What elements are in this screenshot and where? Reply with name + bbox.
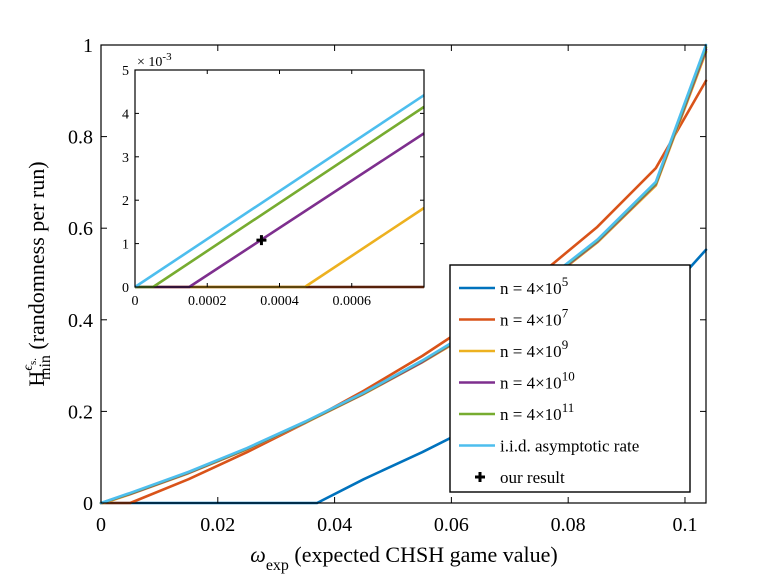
legend-entry-our-result: our result bbox=[475, 468, 565, 487]
main-y-tick-label: 1 bbox=[83, 35, 93, 57]
inset-x-tick-label: 0.0002 bbox=[188, 294, 227, 309]
y-axis-label: Hϵs.min (randomness per run) bbox=[21, 161, 54, 386]
inset-plot-frame bbox=[134, 69, 425, 288]
inset-y-tick-label: 4 bbox=[122, 107, 129, 122]
legend-label: n = 4×1010 bbox=[500, 369, 575, 393]
main-x-tick-label: 0.02 bbox=[200, 514, 235, 536]
legend-box bbox=[449, 264, 691, 493]
inset-y-scale-factor: × 10-3 bbox=[137, 51, 172, 70]
legend-label: i.i.d. asymptotic rate bbox=[500, 437, 639, 456]
inset-y-tick-label: 0 bbox=[122, 281, 129, 296]
legend: n = 4×105 n = 4×107 n = 4×109 n = 4×1010 n =… bbox=[449, 264, 691, 493]
inset-y-tick-label: 3 bbox=[122, 151, 129, 166]
legend-label: n = 4×109 bbox=[500, 337, 568, 361]
main-x-tick-label: 0.04 bbox=[317, 514, 352, 536]
x-axis-label: ωexp (expected CHSH game value) bbox=[250, 542, 557, 574]
legend-label: n = 4×107 bbox=[500, 306, 569, 330]
main-y-tick-label: 0.2 bbox=[68, 401, 93, 423]
inset-x-tick-label: 0.0006 bbox=[333, 294, 372, 309]
legend-label: n = 4×1011 bbox=[500, 400, 574, 424]
main-x-tick-label: 0 bbox=[96, 514, 106, 536]
legend-entry-n-4-10-11: n = 4×1011 bbox=[459, 400, 574, 424]
main-y-tick-label: 0.8 bbox=[68, 127, 93, 149]
main-y-tick-label: 0.6 bbox=[68, 218, 93, 240]
legend-entry-n-4-10-7: n = 4×107 bbox=[459, 306, 569, 330]
main-x-tick-label: 0.08 bbox=[551, 514, 586, 536]
main-y-tick-label: 0.4 bbox=[68, 310, 93, 332]
inset-x-tick-label: 0.0004 bbox=[260, 294, 299, 309]
inset-plot: 0 0.0002 0.0004 0.0006 0 1 2 3 4 5 × 10-3 bbox=[122, 51, 425, 309]
legend-entry-n-4-10-5: n = 4×105 bbox=[459, 274, 568, 298]
main-series-line-i-i-d-asymptotic-rate bbox=[99, 43, 708, 505]
main-x-tick-label: 0.06 bbox=[434, 514, 469, 536]
inset-x-tick-label: 0 bbox=[132, 294, 139, 309]
inset-y-tick-label: 1 bbox=[122, 238, 129, 253]
main-x-tick-label: 0.1 bbox=[672, 514, 697, 536]
legend-entry-i-i-d-asymptotic-rate: i.i.d. asymptotic rate bbox=[459, 437, 639, 456]
inset-series-line-i-i-d-asymptotic-rate bbox=[134, 94, 425, 289]
main-series-line-n-4-10-7 bbox=[99, 79, 708, 505]
axis-labels: ωexp (expected CHSH game value) Hϵs.min (… bbox=[21, 161, 558, 574]
legend-entry-n-4-10-10: n = 4×1010 bbox=[459, 369, 575, 393]
inset-y-tick-label: 5 bbox=[122, 64, 129, 79]
main-y-tick-label: 0 bbox=[83, 493, 93, 515]
legend-label: n = 4×105 bbox=[500, 274, 568, 298]
legend-entry-n-4-10-9: n = 4×109 bbox=[459, 337, 568, 361]
inset-y-tick-label: 2 bbox=[122, 194, 129, 209]
main-plot-frame bbox=[100, 44, 707, 504]
inset-plot-background bbox=[135, 70, 424, 287]
legend-label: our result bbox=[500, 468, 565, 487]
inset-marker-our-result bbox=[256, 235, 267, 246]
